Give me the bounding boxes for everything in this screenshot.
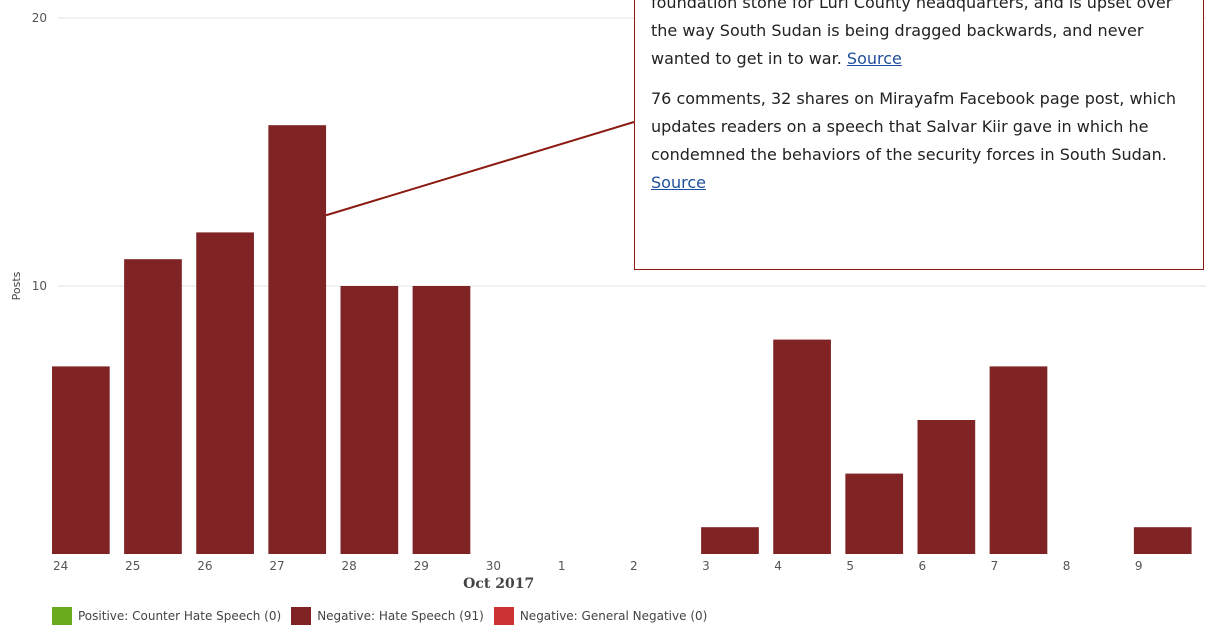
legend-item-general-negative[interactable]: Negative: General Negative (0) [493, 607, 708, 625]
bar[interactable] [412, 286, 471, 554]
bar[interactable] [989, 366, 1048, 554]
legend-label: Positive: Counter Hate Speech (0) [78, 609, 282, 623]
x-tick-label: 29 [414, 559, 429, 573]
x-tick-label: 8 [1063, 559, 1071, 573]
tooltip-connector-line [325, 121, 635, 217]
x-tick-label: 25 [125, 559, 140, 573]
x-tick-label: 1 [558, 559, 566, 573]
bar[interactable] [845, 473, 904, 554]
bar[interactable] [773, 339, 831, 554]
bar[interactable] [701, 527, 759, 554]
bar[interactable] [1133, 527, 1192, 554]
x-tick-label: 26 [197, 559, 212, 573]
legend-swatch-dark-red [291, 607, 312, 625]
x-tick-label: 2 [630, 559, 638, 573]
tooltip-text-1: foundation stone for Luri County headqua… [651, 0, 1173, 68]
source-link-2[interactable]: Source [651, 173, 706, 192]
tooltip-text-2: 76 comments, 32 shares on Mirayafm Faceb… [651, 89, 1177, 164]
x-tick-label: 30 [486, 559, 501, 573]
bar[interactable] [52, 366, 110, 554]
y-tick-label: 20 [32, 11, 47, 25]
tooltip-paragraph-2: 76 comments, 32 shares on Mirayafm Faceb… [651, 85, 1179, 197]
legend-item-counter-hate-speech[interactable]: Positive: Counter Hate Speech (0) [52, 607, 281, 625]
x-tick-label: 6 [919, 559, 927, 573]
y-tick-label: 10 [32, 279, 47, 293]
x-tick-label: 7 [991, 559, 999, 573]
x-tick-label: 3 [702, 559, 710, 573]
source-link-1[interactable]: Source [846, 49, 902, 68]
bar[interactable] [196, 232, 254, 554]
bar[interactable] [268, 125, 327, 554]
legend-swatch-red [493, 607, 514, 625]
x-tick-label: 4 [774, 559, 782, 573]
annotation-tooltip: foundation stone for Luri County headqua… [634, 0, 1204, 270]
legend-label: Negative: Hate Speech (91) [317, 609, 484, 623]
bar[interactable] [340, 286, 399, 554]
x-tick-label: 27 [269, 559, 284, 573]
legend-item-hate-speech[interactable]: Negative: Hate Speech (91) [291, 607, 484, 625]
x-tick-label: 5 [846, 559, 854, 573]
y-axis-title: Posts [10, 271, 23, 300]
legend: Positive: Counter Hate Speech (0) Negati… [52, 606, 707, 626]
x-axis-title: Oct 2017 [463, 576, 534, 592]
tooltip-paragraph-1: foundation stone for Luri County headqua… [651, 0, 1179, 73]
x-tick-label: 28 [342, 559, 357, 573]
x-tick-label: 24 [53, 559, 68, 573]
bar[interactable] [124, 259, 182, 554]
legend-swatch-green [52, 607, 72, 625]
bar[interactable] [917, 420, 976, 554]
x-tick-label: 9 [1135, 559, 1143, 573]
legend-label: Negative: General Negative (0) [519, 609, 708, 623]
